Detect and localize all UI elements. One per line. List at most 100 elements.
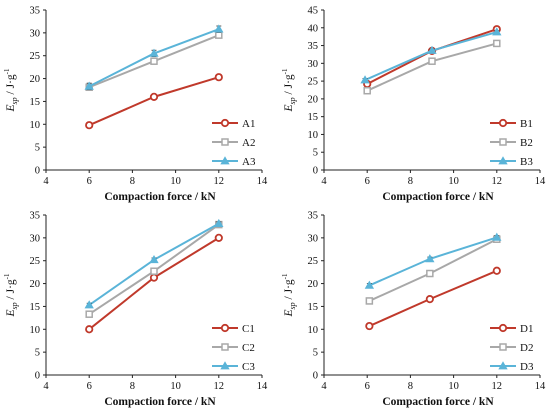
- data-point-C3: [84, 300, 94, 309]
- series-line-C1: [88, 237, 220, 331]
- y-tick-label: 10: [30, 325, 41, 336]
- y-tick-label: 10: [308, 130, 319, 141]
- x-axis-label: Compaction force / kN: [104, 396, 216, 408]
- x-tick-label: 8: [130, 381, 135, 392]
- y-axis-label: Esp / J·g-1: [3, 68, 19, 112]
- data-point-C1: [85, 325, 94, 334]
- series-C2: [85, 220, 223, 318]
- series-D3: [364, 232, 502, 289]
- y-tick-label: 40: [308, 23, 319, 34]
- data-point-A2: [150, 57, 158, 65]
- legend-label: C2: [242, 342, 255, 354]
- data-point-C1: [214, 233, 223, 242]
- series-A3: [84, 24, 224, 90]
- y-tick-label: 0: [35, 371, 40, 382]
- y-tick-label: 25: [30, 256, 41, 267]
- legend-label: D1: [520, 323, 533, 335]
- chart-panel-a: 4 6 8 10 12 14 0 5 10 15 20 25 30 35 Compaction force …: [0, 0, 277, 204]
- legend-marker: [220, 323, 230, 333]
- series-D1: [365, 266, 501, 331]
- y-tick-label: 15: [308, 302, 319, 313]
- x-axis-label: Compaction force / kN: [382, 396, 494, 408]
- x-tick-label: 6: [365, 381, 370, 392]
- y-tick-label: 10: [30, 120, 41, 131]
- y-tick-label: 0: [313, 166, 318, 177]
- legend-marker: [221, 343, 229, 351]
- x-axis-label: Compaction force / kN: [382, 191, 494, 203]
- legend-marker: [498, 156, 508, 165]
- x-tick-label: 12: [492, 381, 503, 392]
- data-point-D3: [492, 232, 502, 241]
- legend-label: D3: [520, 361, 534, 373]
- data-point-D2: [365, 297, 374, 305]
- chart-panel-d: 4 6 8 10 12 14 0 5 10 15 20 25 30 35 Compaction force …: [278, 205, 555, 409]
- y-tick-label: 20: [30, 74, 41, 85]
- series-C1: [85, 233, 223, 334]
- data-point-A3: [84, 81, 94, 90]
- y-tick-label: 5: [35, 143, 40, 154]
- y-tick-label: 20: [308, 279, 319, 290]
- data-point-D3: [364, 280, 375, 289]
- data-point-C1: [149, 273, 159, 282]
- y-axis-label: Esp / J·g-1: [3, 273, 19, 317]
- x-tick-label: 8: [408, 176, 413, 187]
- data-point-D3: [425, 254, 435, 263]
- y-tick-label: 30: [308, 233, 319, 244]
- x-tick-label: 8: [130, 176, 135, 187]
- y-axis-label: Esp / J·g-1: [281, 273, 297, 317]
- data-point-B2: [428, 57, 436, 65]
- x-tick-label: 8: [408, 381, 413, 392]
- x-tick-label: 10: [170, 381, 181, 392]
- y-tick-label: 35: [308, 41, 319, 52]
- legend-marker: [220, 156, 230, 165]
- x-tick-label: 4: [43, 176, 49, 187]
- y-tick-label: 45: [308, 6, 319, 17]
- x-tick-label: 14: [257, 381, 268, 392]
- y-tick-label: 15: [308, 112, 319, 123]
- chart-b: 4 6 8 10 12 14 0 5 10 15 20 25 30 35 40 45 Compaction fo…: [281, 6, 546, 204]
- y-tick-label: 25: [308, 256, 319, 267]
- y-tick-label: 0: [313, 371, 318, 382]
- x-tick-label: 12: [214, 176, 225, 187]
- x-tick-label: 4: [321, 176, 327, 187]
- x-tick-label: 6: [87, 381, 92, 392]
- legend-label: D2: [520, 342, 533, 354]
- y-tick-label: 35: [30, 211, 41, 222]
- data-point-A3: [149, 48, 159, 57]
- series-D2: [365, 235, 501, 305]
- y-axis-label: Esp / J·g-1: [281, 68, 297, 112]
- y-tick-label: 15: [30, 97, 41, 108]
- data-point-D2: [426, 269, 434, 278]
- legend-label: A1: [242, 118, 255, 130]
- data-point-D1: [365, 321, 374, 331]
- data-point-B3: [427, 45, 437, 54]
- x-tick-label: 14: [257, 176, 268, 187]
- data-point-B2: [493, 39, 501, 48]
- legend-label: B3: [520, 156, 533, 168]
- series-line-C3: [88, 222, 220, 306]
- series-B1: [363, 25, 501, 89]
- x-tick-label: 14: [535, 381, 546, 392]
- data-point-A3: [214, 24, 224, 33]
- y-tick-label: 30: [30, 28, 41, 39]
- series-B3: [360, 27, 502, 84]
- x-axis-label: Compaction force / kN: [104, 191, 216, 203]
- chart-d: 4 6 8 10 12 14 0 5 10 15 20 25 30 35 Compaction force …: [281, 211, 546, 409]
- y-tick-label: 5: [313, 348, 318, 359]
- y-tick-label: 25: [30, 51, 41, 62]
- series-B2: [363, 39, 501, 95]
- x-tick-label: 10: [448, 176, 459, 187]
- y-tick-label: 0: [35, 166, 40, 177]
- y-tick-label: 20: [30, 279, 41, 290]
- data-point-C2: [85, 310, 93, 318]
- y-tick-label: 30: [30, 233, 41, 244]
- legend-label: A2: [242, 137, 255, 149]
- x-tick-label: 10: [448, 381, 459, 392]
- legend-marker: [221, 138, 229, 146]
- data-point-B2: [363, 86, 371, 95]
- y-tick-label: 20: [308, 94, 319, 105]
- data-point-C3: [149, 254, 159, 264]
- data-point-C3: [214, 218, 224, 228]
- legend-label: C3: [242, 361, 255, 373]
